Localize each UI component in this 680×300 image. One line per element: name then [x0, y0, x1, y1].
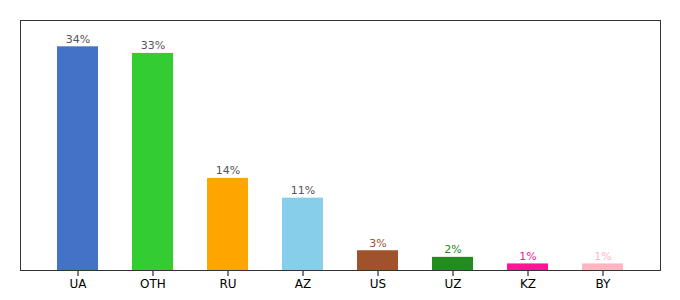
- svg-text:33%: 33%: [141, 39, 165, 52]
- svg-text:11%: 11%: [291, 184, 315, 197]
- svg-text:1%: 1%: [519, 250, 536, 263]
- svg-text:OTH: OTH: [140, 277, 166, 291]
- svg-text:AZ: AZ: [295, 277, 311, 291]
- svg-text:14%: 14%: [216, 164, 240, 177]
- svg-text:UZ: UZ: [445, 277, 462, 291]
- svg-text:UA: UA: [70, 277, 88, 291]
- svg-text:BY: BY: [596, 277, 612, 291]
- svg-text:34%: 34%: [66, 33, 90, 46]
- svg-text:3%: 3%: [369, 237, 386, 250]
- svg-text:RU: RU: [219, 277, 236, 291]
- svg-text:1%: 1%: [594, 250, 611, 263]
- svg-text:KZ: KZ: [520, 277, 536, 291]
- svg-text:2%: 2%: [444, 243, 461, 256]
- svg-text:US: US: [370, 277, 386, 291]
